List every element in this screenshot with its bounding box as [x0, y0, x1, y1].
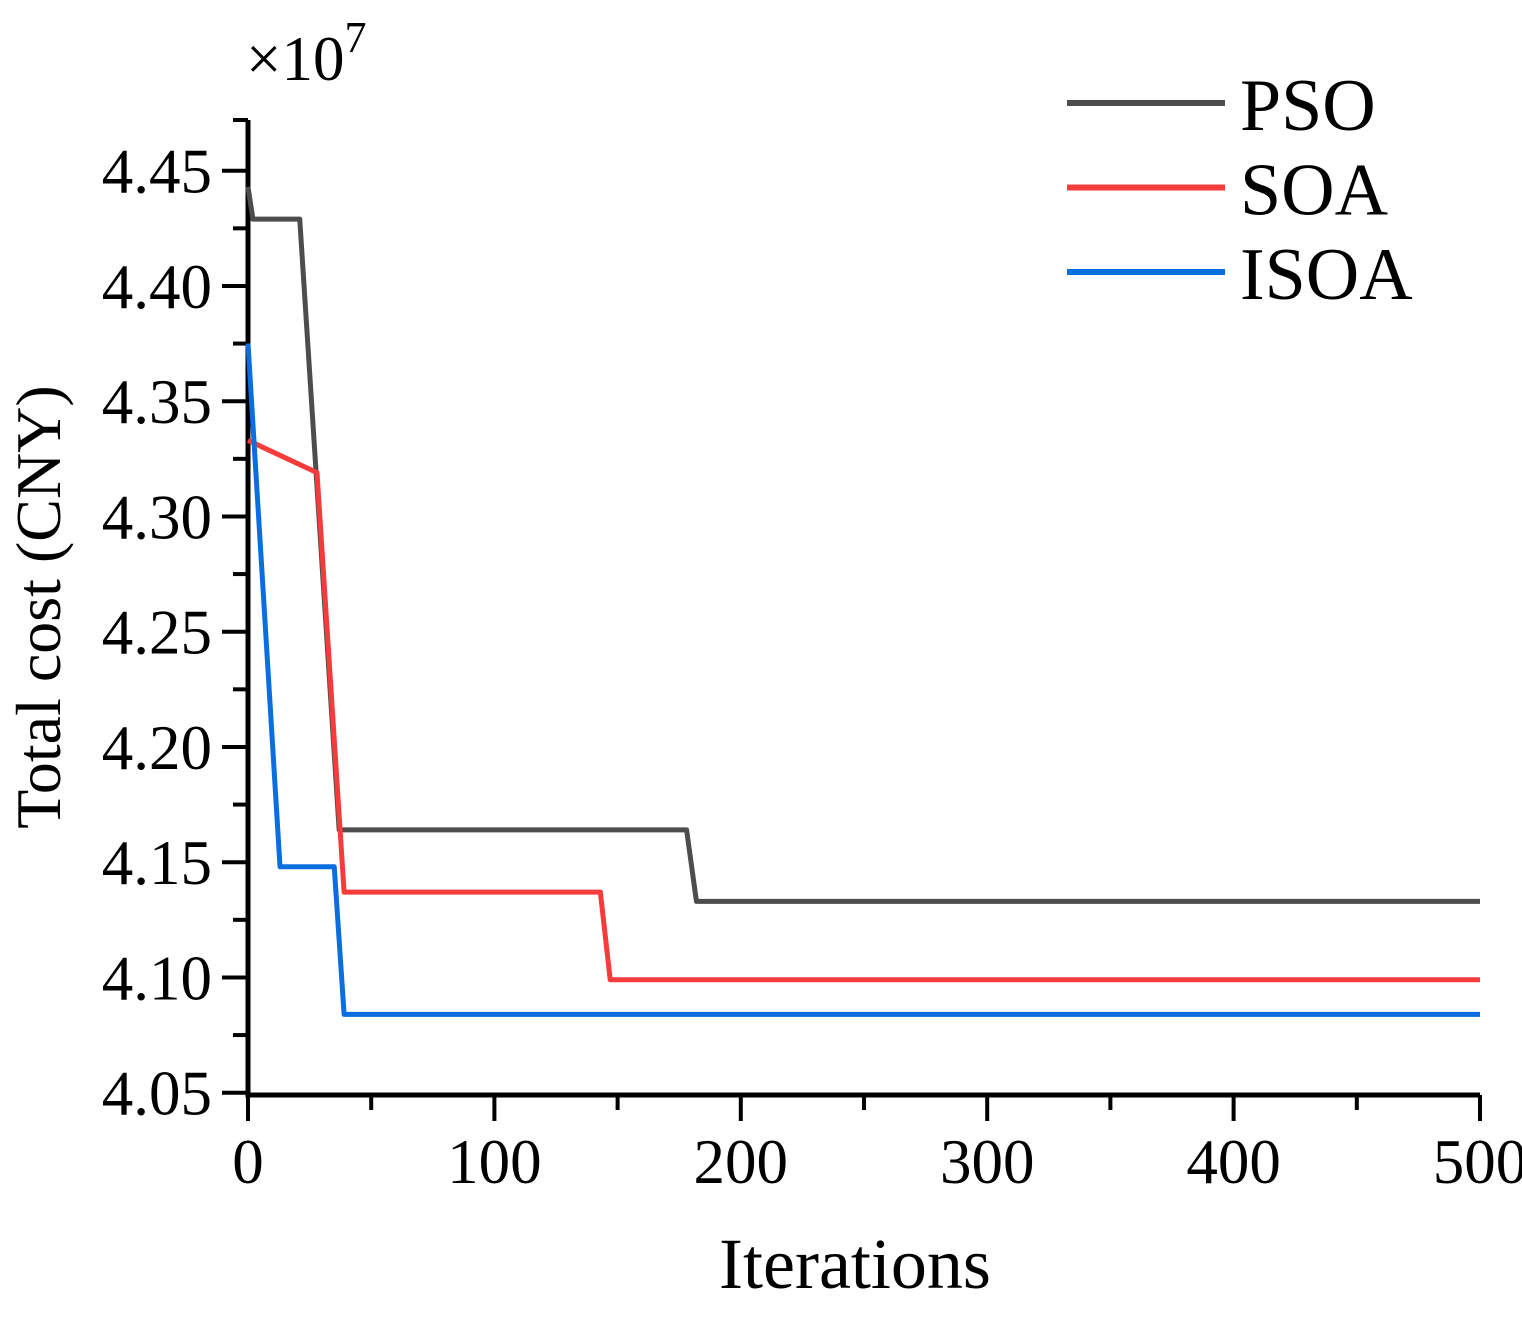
- y-axis-title: Total cost (CNY): [3, 385, 74, 828]
- y-tick-label: 4.25: [102, 598, 212, 668]
- y-tick-label: 4.20: [102, 713, 212, 783]
- series-line-isoa: [245, 343, 1480, 1017]
- x-tick-label: 200: [694, 1127, 789, 1197]
- x-tick-label: 100: [447, 1127, 542, 1197]
- y-tick-label: 4.45: [102, 137, 212, 207]
- legend-label-isoa: ISOA: [1240, 234, 1413, 316]
- x-tick-label: 400: [1186, 1127, 1281, 1197]
- y-axis-multiplier: ×107: [246, 13, 367, 94]
- x-axis-title: Iterations: [719, 1224, 991, 1304]
- x-tick-label: 500: [1433, 1127, 1522, 1197]
- y-tick-label: 4.40: [102, 252, 212, 322]
- x-tick-label: 0: [232, 1127, 264, 1197]
- y-tick-label: 4.35: [102, 367, 212, 437]
- y-tick-label: 4.15: [102, 828, 212, 898]
- legend-label-soa: SOA: [1240, 150, 1388, 232]
- y-tick-label: 4.30: [102, 482, 212, 552]
- series-line-soa: [246, 438, 1480, 983]
- legend-label-pso: PSO: [1240, 65, 1376, 147]
- x-tick-label: 300: [940, 1127, 1035, 1197]
- y-tick-label: 4.10: [102, 943, 212, 1013]
- y-tick-label: 4.05: [102, 1059, 212, 1129]
